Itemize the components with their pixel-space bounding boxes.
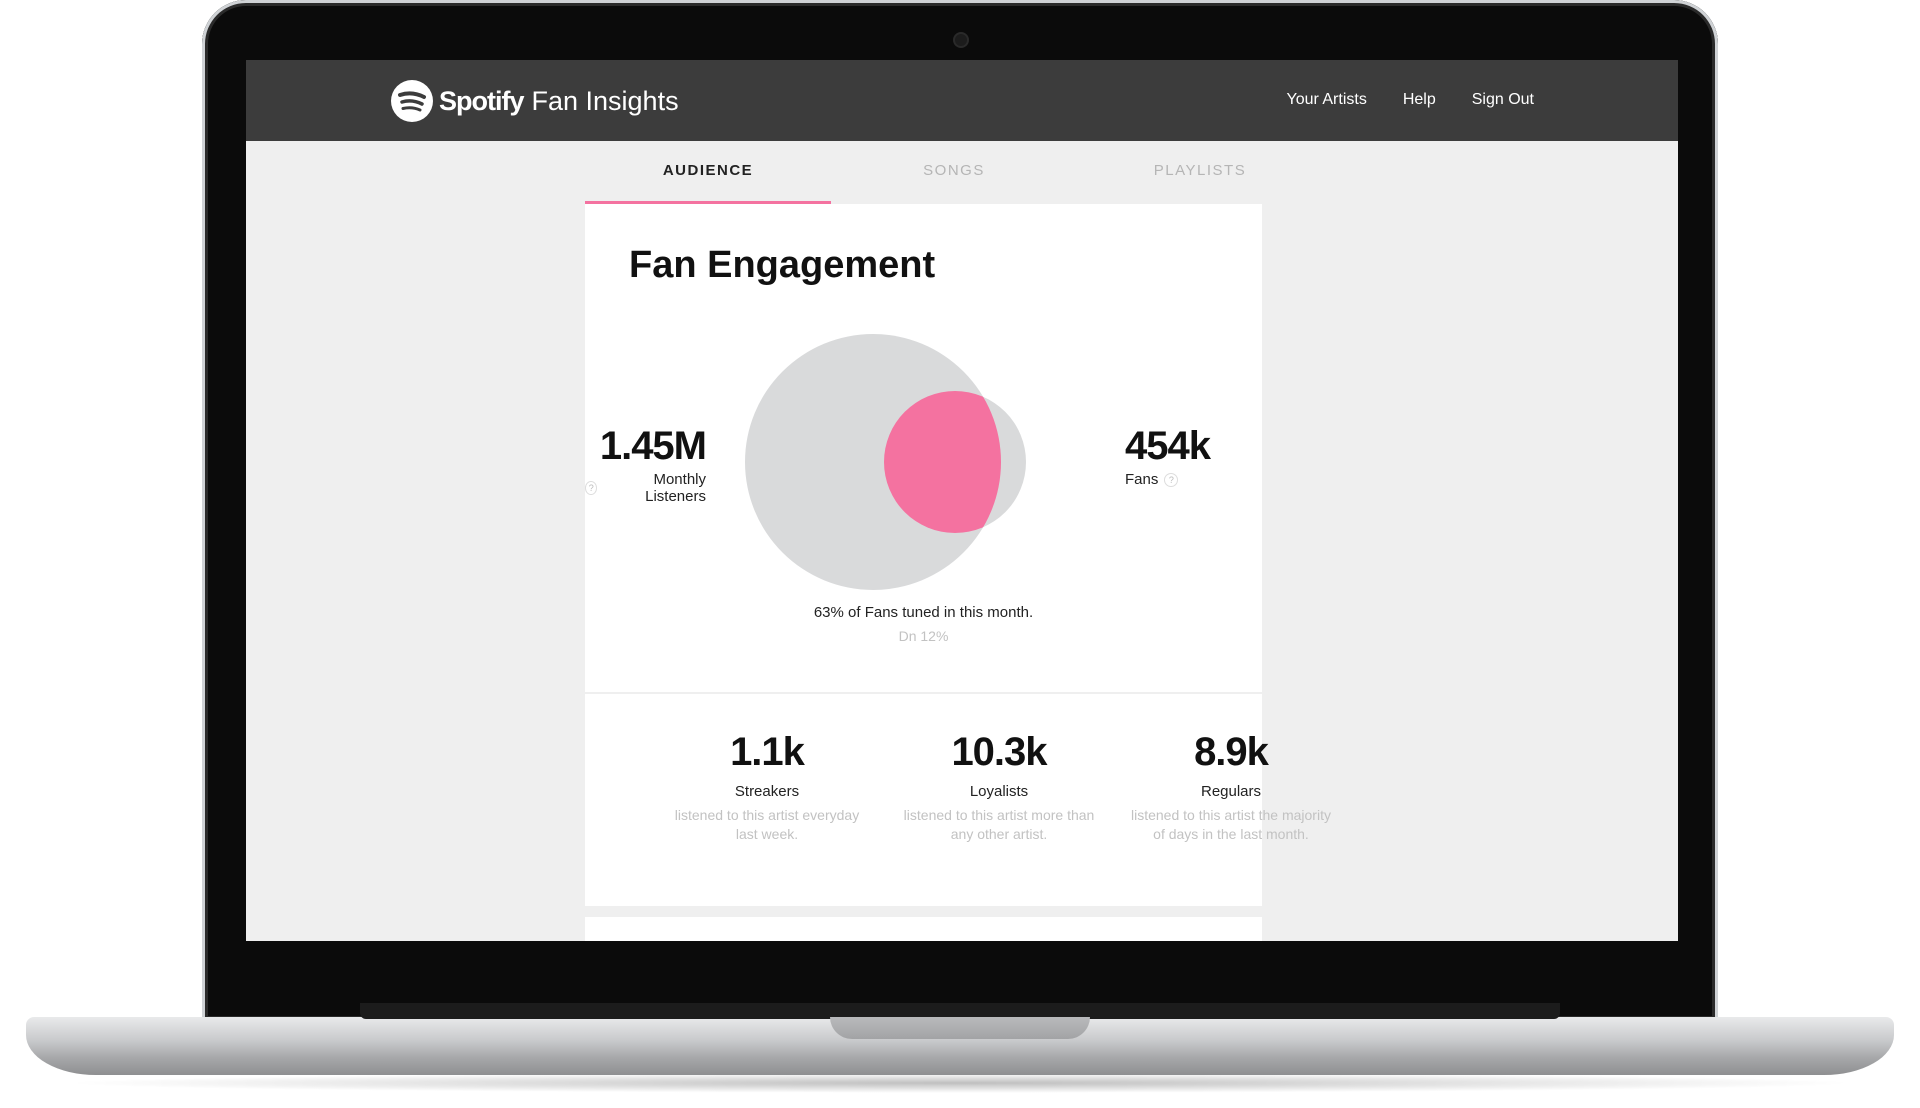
stat-name: Streakers (734, 783, 800, 800)
laptop-shadow (60, 1073, 1860, 1093)
overlap-region (884, 391, 1001, 533)
tab-songs[interactable]: SONGS (923, 162, 985, 179)
stat-desc: listened to this artist everyday last we… (674, 807, 860, 842)
laptop-notch (830, 1017, 1090, 1039)
fans-metric: 454k Fans ? (1125, 424, 1211, 488)
question-mark-icon[interactable]: ? (585, 481, 598, 495)
spotify-logo-icon (391, 80, 433, 122)
stat-value: 1.1k (730, 730, 805, 774)
laptop-hinge (360, 1003, 1560, 1019)
stat-value: 8.9k (1194, 730, 1269, 774)
stat-regulars: 8.9k Regulars listened to this artist th… (1115, 730, 1347, 844)
stat-streakers: 1.1k Streakers listened to this artist e… (651, 730, 883, 844)
nav-help[interactable]: Help (1402, 91, 1436, 108)
card-title: Fan Engagement (629, 244, 936, 286)
tab-audience[interactable]: AUDIENCE (585, 141, 831, 204)
fans-label: Fans (1125, 471, 1159, 488)
stat-desc: listened to this artist the majority of … (1131, 807, 1331, 842)
product-name: Fan Insights (531, 85, 679, 116)
brand-name: Spotify (439, 85, 524, 116)
monthly-listeners-label: Monthly Listeners (645, 471, 706, 505)
venn-diagram (745, 334, 1026, 590)
top-bar: Spotify Fan Insights Your Artists Help S… (246, 60, 1678, 141)
monthly-listeners-label-row: ? Monthly Listeners (585, 471, 706, 505)
stat-name: Loyalists (969, 783, 1029, 800)
fans-label-row: Fans ? (1125, 471, 1210, 488)
nav-your-artists[interactable]: Your Artists (1286, 91, 1367, 108)
stat-name: Regulars (1200, 783, 1262, 800)
screen: Spotify Fan Insights Your Artists Help S… (246, 60, 1678, 941)
question-mark-icon[interactable]: ? (1164, 472, 1179, 487)
tab-playlists[interactable]: PLAYLISTS (1153, 162, 1247, 179)
stats-row: 1.1k Streakers listened to this artist e… (651, 730, 1347, 844)
engagement-change: Dn 12% (898, 628, 949, 644)
next-card (585, 917, 1262, 941)
fan-segments-card: 1.1k Streakers listened to this artist e… (585, 694, 1331, 906)
stat-loyalists: 10.3k Loyalists listened to this artist … (883, 730, 1115, 844)
engagement-caption: 63% of Fans tuned in this month. (813, 604, 1034, 621)
stat-desc: listened to this artist more than any ot… (903, 807, 1095, 842)
stat-value: 10.3k (951, 730, 1047, 774)
top-nav: Your Artists Help Sign Out (1286, 91, 1534, 109)
fan-engagement-card: Fan Engagement 1.45M ? Monthly Listeners… (585, 204, 1262, 692)
monthly-listeners-value: 1.45M (599, 424, 707, 468)
monthly-listeners-metric: 1.45M ? Monthly Listeners (585, 424, 707, 505)
fans-value: 454k (1125, 424, 1211, 468)
section-tabs: AUDIENCE SONGS PLAYLISTS (585, 141, 1323, 204)
camera (955, 34, 967, 46)
logo[interactable]: Spotify Fan Insights (391, 80, 679, 122)
nav-sign-out[interactable]: Sign Out (1471, 91, 1534, 108)
